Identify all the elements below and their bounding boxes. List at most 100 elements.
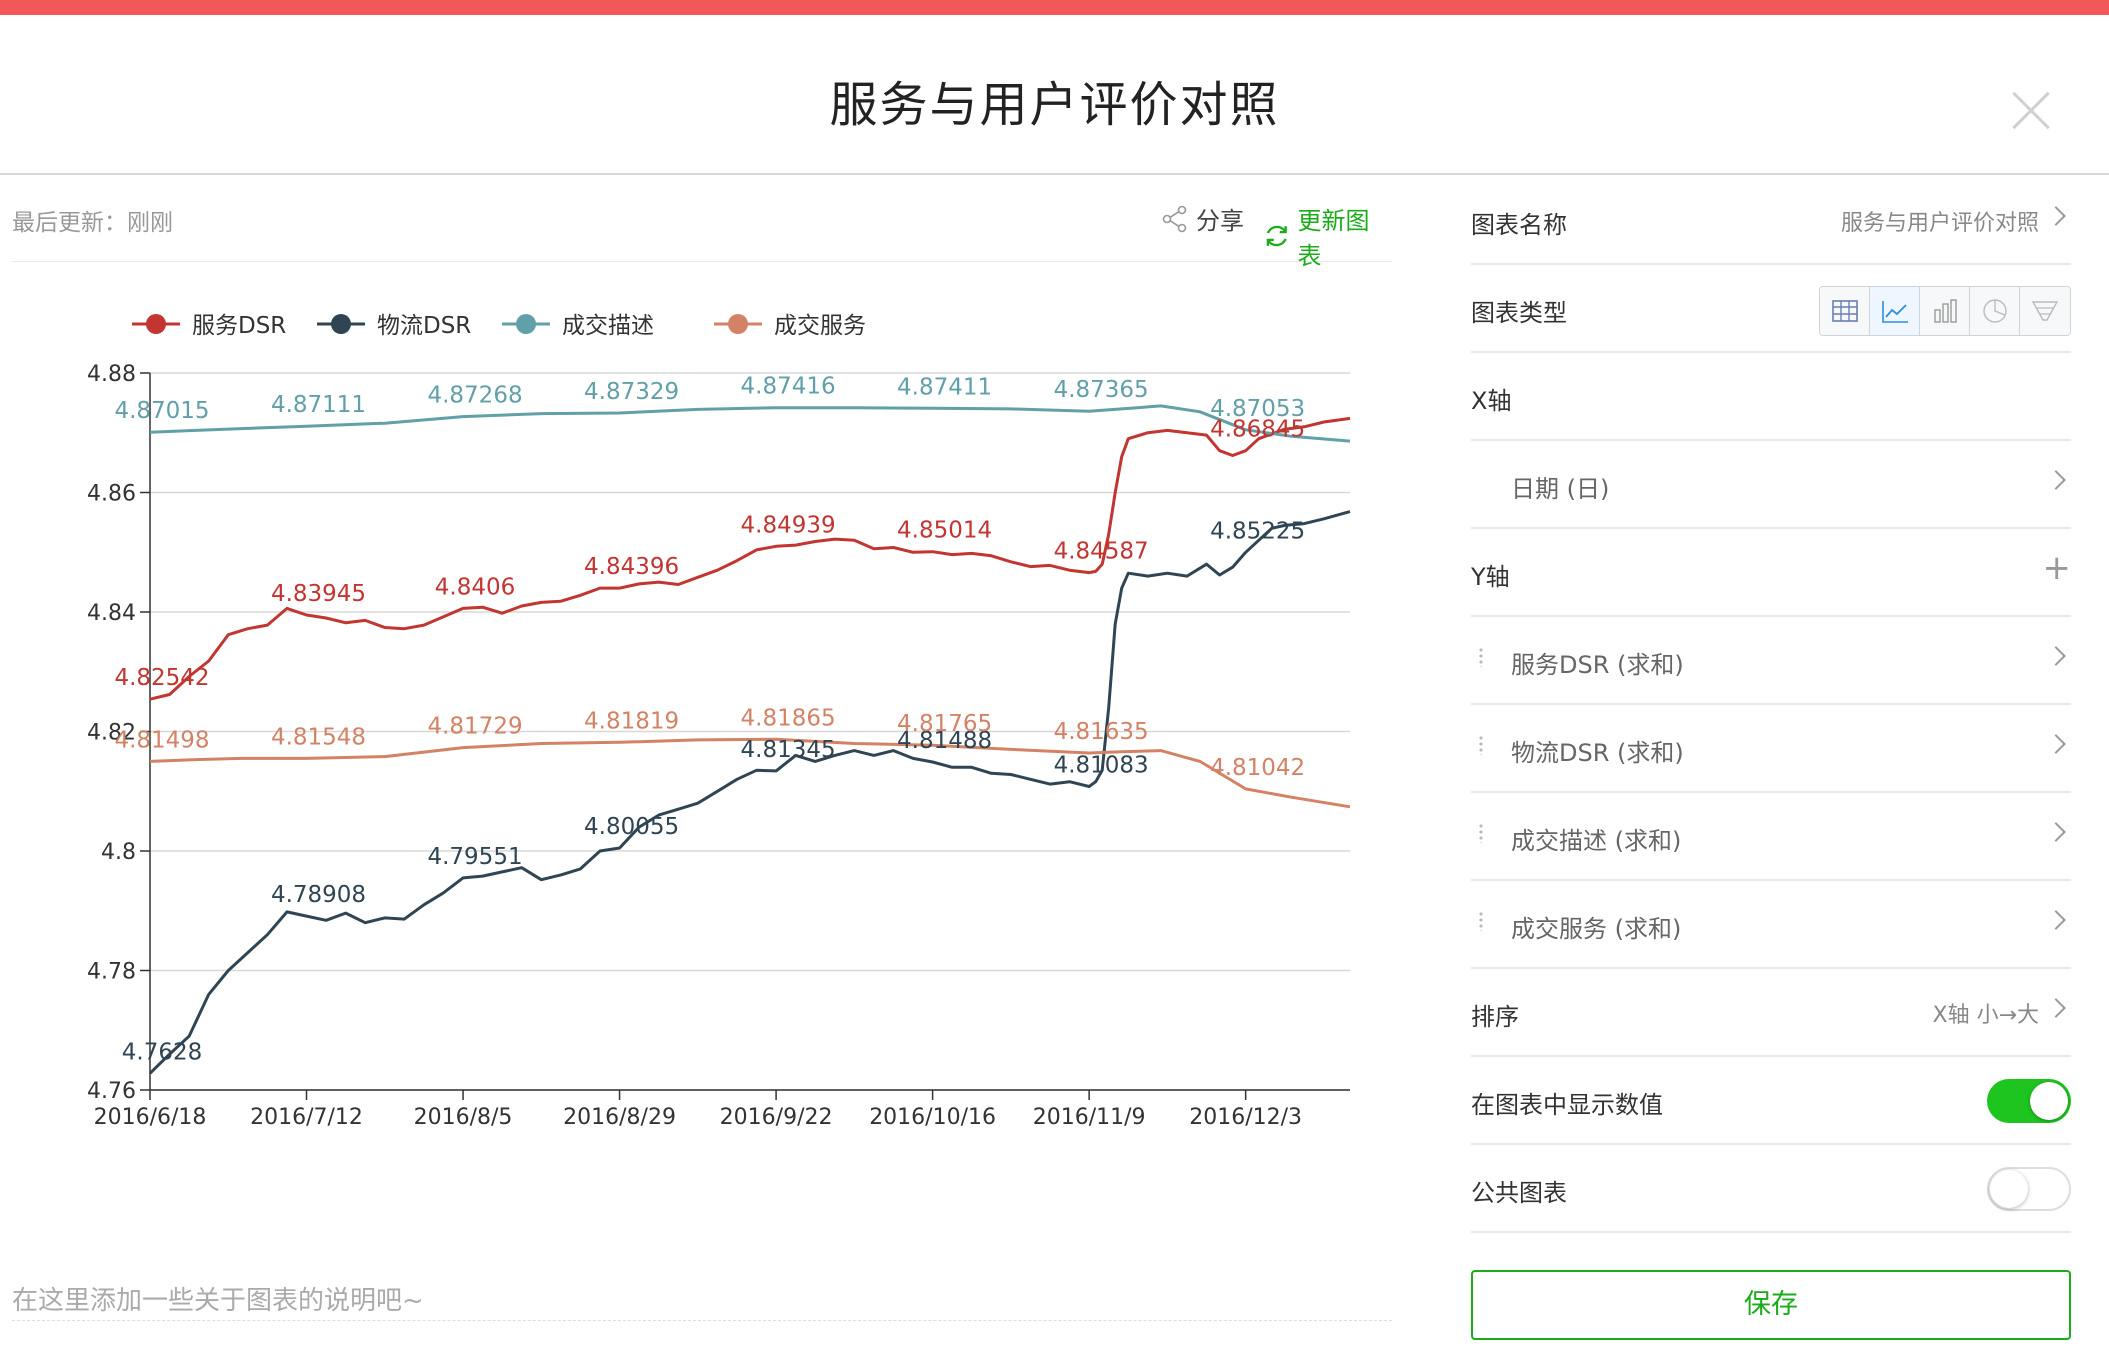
legend-label: 服务DSR xyxy=(192,313,286,339)
last-updated-text: 最后更新：刚刚 xyxy=(12,210,173,236)
y-axis-field-row[interactable]: 物流DSR (求和) xyxy=(1471,705,2071,793)
drag-handle-icon[interactable] xyxy=(1479,647,1483,667)
y-axis-field-row[interactable]: 成交描述 (求和) xyxy=(1471,793,2071,881)
y-axis-field-row[interactable]: 服务DSR (求和) xyxy=(1471,617,2071,705)
chart-type-pie-button[interactable] xyxy=(1970,287,2020,335)
chart-toolbar: 最后更新：刚刚 分享 更新图表 xyxy=(12,177,1392,270)
legend-label: 成交服务 xyxy=(774,313,866,339)
table-icon xyxy=(1831,300,1858,322)
data-label: 4.87111 xyxy=(271,392,366,418)
data-label: 4.87015 xyxy=(114,398,209,424)
chart-type-funnel-button[interactable] xyxy=(2020,287,2070,335)
data-label: 4.84396 xyxy=(584,554,679,580)
data-label: 4.81765 xyxy=(897,711,992,737)
data-label: 4.84939 xyxy=(741,512,836,538)
chart-name-row[interactable]: 图表名称 服务与用户评价对照 xyxy=(1471,177,2071,265)
chart-description-input[interactable]: 在这里添加一些关于图表的说明吧~ xyxy=(12,1276,1392,1321)
save-button[interactable]: 保存 xyxy=(1471,1270,2071,1340)
legend-marker xyxy=(331,314,351,334)
y-axis-field-label: 成交描述 (求和) xyxy=(1511,827,1682,855)
y-axis-field-row[interactable]: 成交服务 (求和) xyxy=(1471,881,2071,969)
line-chart-icon xyxy=(1881,301,1908,323)
chart-name-label: 图表名称 xyxy=(1471,211,1567,239)
chart-type-line-button[interactable] xyxy=(1870,287,1920,335)
data-label: 4.80055 xyxy=(584,814,679,840)
data-label: 4.81498 xyxy=(114,727,209,753)
data-label: 4.87365 xyxy=(1054,377,1149,403)
refresh-icon xyxy=(1266,225,1287,247)
y-tick-label: 4.88 xyxy=(87,362,136,387)
legend-marker xyxy=(728,314,748,334)
drag-handle-icon[interactable] xyxy=(1479,735,1483,755)
data-label: 4.82542 xyxy=(114,665,209,691)
x-axis-field-label: 日期 (日) xyxy=(1511,475,1610,503)
y-tick-label: 4.86 xyxy=(87,482,136,507)
funnel-icon xyxy=(2031,301,2059,321)
data-label: 4.85014 xyxy=(897,518,992,544)
page-title: 服务与用户评价对照 xyxy=(829,77,1280,133)
bar-chart-icon xyxy=(1933,299,1957,323)
sort-value: X轴 小→大 xyxy=(1932,1003,2040,1028)
sort-row[interactable]: 排序 X轴 小→大 xyxy=(1471,969,2071,1057)
chevron-right-icon xyxy=(2046,998,2066,1018)
add-y-field-icon[interactable]: + xyxy=(2042,548,2072,588)
toggle-knob xyxy=(1990,1170,2028,1208)
data-label: 4.87411 xyxy=(897,374,992,400)
y-axis-field-label: 物流DSR (求和) xyxy=(1511,739,1684,767)
data-label: 4.81488 xyxy=(897,728,992,754)
show-values-label: 在图表中显示数值 xyxy=(1471,1091,1663,1119)
y-tick-label: 4.84 xyxy=(87,601,136,626)
data-label: 4.7628 xyxy=(122,1039,202,1065)
data-label: 4.81042 xyxy=(1210,755,1305,781)
x-tick-label: 2016/8/5 xyxy=(414,1105,513,1130)
pie-chart-icon xyxy=(1982,299,2007,323)
data-label: 4.81819 xyxy=(584,708,679,734)
data-label: 4.87329 xyxy=(584,379,679,405)
legend-label: 成交描述 xyxy=(562,313,654,339)
sort-label: 排序 xyxy=(1471,1003,1519,1031)
data-label: 4.86845 xyxy=(1210,417,1305,443)
series-line xyxy=(149,416,1351,701)
share-icon xyxy=(1162,205,1187,232)
close-icon[interactable] xyxy=(2012,91,2050,129)
modal-header: 服务与用户评价对照 xyxy=(0,15,2109,175)
y-tick-label: 4.82 xyxy=(87,721,136,746)
drag-handle-icon[interactable] xyxy=(1479,911,1483,931)
data-label: 4.8406 xyxy=(435,574,515,600)
data-label: 4.81083 xyxy=(1054,752,1149,778)
y-axis-field-label: 服务DSR (求和) xyxy=(1511,651,1684,679)
public-chart-toggle[interactable] xyxy=(1987,1167,2071,1211)
chevron-right-icon xyxy=(2046,470,2066,490)
legend-marker xyxy=(516,314,536,334)
x-axis-field-row[interactable]: 日期 (日) xyxy=(1471,441,2071,529)
data-label: 4.87053 xyxy=(1210,396,1305,422)
chart-type-label: 图表类型 xyxy=(1471,299,1567,327)
chart-type-table-button[interactable] xyxy=(1820,287,1870,335)
x-axis-label: X轴 xyxy=(1471,387,1512,415)
y-axis-label: Y轴 xyxy=(1471,563,1510,591)
show-values-toggle[interactable] xyxy=(1987,1079,2071,1123)
x-tick-label: 2016/6/18 xyxy=(94,1105,207,1130)
drag-handle-icon[interactable] xyxy=(1479,823,1483,843)
share-label: 分享 xyxy=(1196,207,1244,235)
x-tick-label: 2016/8/29 xyxy=(563,1105,676,1130)
share-button[interactable]: 分享 xyxy=(1160,201,1244,236)
data-label: 4.81865 xyxy=(741,705,836,731)
legend-label: 物流DSR xyxy=(377,313,471,339)
data-label: 4.79551 xyxy=(427,844,522,870)
data-label: 4.81729 xyxy=(427,714,522,740)
y-tick-label: 4.78 xyxy=(87,960,136,985)
legend-marker xyxy=(146,314,166,334)
x-tick-label: 2016/10/16 xyxy=(869,1105,996,1130)
y-axis-field-label: 成交服务 (求和) xyxy=(1511,915,1682,943)
chart-type-row: 图表类型 xyxy=(1471,265,2071,353)
y-tick-label: 4.76 xyxy=(87,1079,136,1104)
refresh-label: 更新图表 xyxy=(1297,207,1370,270)
x-axis-section: X轴 xyxy=(1471,353,2071,441)
y-tick-label: 4.8 xyxy=(101,840,136,865)
refresh-chart-button[interactable]: 更新图表 xyxy=(1262,201,1392,271)
toggle-knob xyxy=(2030,1082,2068,1120)
chart-type-bar-button[interactable] xyxy=(1920,287,1970,335)
series-line xyxy=(149,737,1351,809)
data-label: 4.87268 xyxy=(427,383,522,409)
